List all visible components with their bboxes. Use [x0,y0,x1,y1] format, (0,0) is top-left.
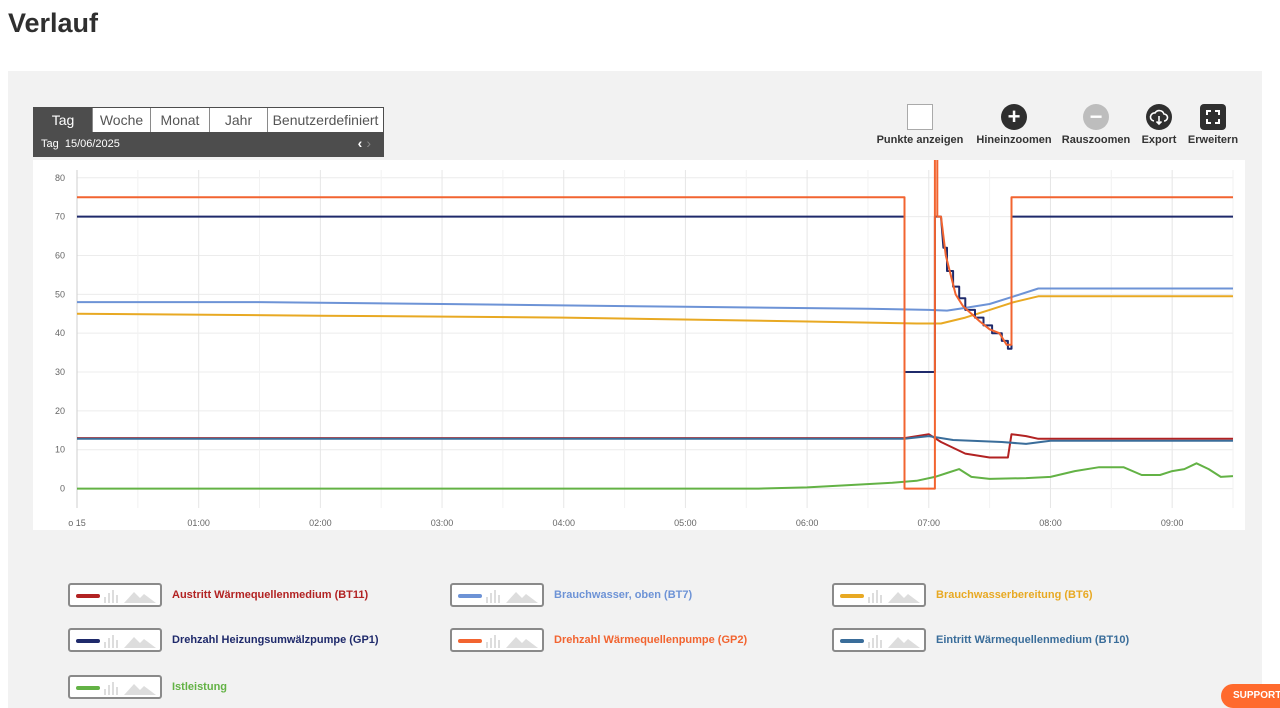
zoom-out-button[interactable]: − Rauszoomen [1060,104,1132,146]
x-tick-label: o 15 [68,518,86,528]
next-icon[interactable]: › [366,135,371,151]
legend-swatch [68,583,162,607]
chart-type-icon [868,635,920,648]
y-tick-label: 20 [55,406,65,416]
minus-icon: − [1083,104,1109,130]
cloud-download-icon [1146,104,1172,130]
series-line [77,295,1233,325]
legend-label: Brauchwasser, oben (BT7) [554,589,693,601]
x-tick-label: 04:00 [552,518,575,528]
range-nav: ‹ › [358,135,371,151]
legend-item-bt7[interactable]: Brauchwasser, oben (BT7) [450,582,692,608]
legend-label: Istleistung [172,681,228,693]
y-tick-label: 70 [55,212,65,222]
legend-label: Eintritt Wärmequellenmedium (BT10) [936,634,1130,646]
support-button[interactable]: SUPPORT [1221,684,1280,708]
chart-type-icon [104,682,156,695]
legend-label: Brauchwasserbereitung (BT6) [936,589,1093,601]
series-line [77,160,1233,490]
series-line [77,462,1233,490]
tab-custom[interactable]: Benutzerdefiniert [272,112,379,128]
expand-label: Erweitern [1187,134,1239,146]
legend-line [458,594,482,598]
range-date-label: Tag 15/06/2025 [41,138,120,150]
legend-line [76,639,100,643]
tab-week[interactable]: Woche [93,108,151,132]
x-tick-label: 07:00 [918,518,941,528]
y-tick-label: 50 [55,289,65,299]
prev-icon[interactable]: ‹ [357,135,363,151]
legend-swatch [450,628,544,652]
plus-icon: + [1001,104,1027,130]
chart-type-icon [486,635,538,648]
series-line [77,435,1233,445]
legend-line [840,639,864,643]
tab-month[interactable]: Monat [151,108,210,132]
legend-item-bt6[interactable]: Brauchwasserbereitung (BT6) [832,582,1092,608]
legend-line [76,594,100,598]
chart-type-icon [868,590,920,603]
show-points-label: Punkte anzeigen [876,134,964,146]
x-tick-label: 09:00 [1161,518,1184,528]
x-tick-label: 08:00 [1039,518,1062,528]
chart-type-icon [486,590,538,603]
legend-swatch [832,583,926,607]
legend-label: Drehzahl Wärmequellenpumpe (GP2) [554,634,748,646]
legend-item-gp1[interactable]: Drehzahl Heizungsumwälzpumpe (GP1) [68,627,379,653]
page-title: Verlauf [8,8,99,38]
y-tick-label: 60 [55,250,65,260]
legend-label: Austritt Wärmequellenmedium (BT11) [172,589,369,601]
y-tick-label: 10 [55,445,65,455]
x-tick-label: 06:00 [796,518,819,528]
expand-button[interactable]: Erweitern [1186,104,1240,146]
legend-item-gp2[interactable]: Drehzahl Wärmequellenpumpe (GP2) [450,627,747,653]
export-button[interactable]: Export [1138,104,1180,146]
legend-line [840,594,864,598]
export-label: Export [1141,134,1177,146]
legend-item-bt10[interactable]: Eintritt Wärmequellenmedium (BT10) [832,627,1129,653]
chart-type-icon [104,635,156,648]
zoom-out-label: Rauszoomen [1061,134,1131,146]
x-tick-label: 03:00 [431,518,454,528]
legend-swatch [68,675,162,699]
tab-year[interactable]: Jahr [210,108,268,132]
legend-swatch [832,628,926,652]
y-tick-label: 0 [60,484,65,494]
chart-type-icon [104,590,156,603]
range-tabs: Tag Woche Monat Jahr Benutzerdefiniert [34,108,383,132]
x-tick-label: 02:00 [309,518,332,528]
fullscreen-icon [1200,104,1226,130]
y-tick-label: 80 [55,173,65,183]
legend-line [458,639,482,643]
range-selector: Tag Woche Monat Jahr Benutzerdefiniert T… [33,107,384,157]
y-tick-label: 40 [55,328,65,338]
tab-day[interactable]: Tag [34,108,93,132]
series-line [77,433,1233,459]
legend-item-bt11[interactable]: Austritt Wärmequellenmedium (BT11) [68,582,368,608]
legend-swatch [68,628,162,652]
series-line [77,287,1233,312]
legend-label: Drehzahl Heizungsumwälzpumpe (GP1) [172,634,379,646]
show-points-toggle[interactable]: Punkte anzeigen [876,104,964,146]
plot-background [33,160,1245,530]
y-tick-label: 30 [55,367,65,377]
zoom-in-label: Hineinzoomen [976,134,1052,146]
x-tick-label: 01:00 [187,518,210,528]
x-tick-label: 05:00 [674,518,697,528]
zoom-in-button[interactable]: + Hineinzoomen [974,104,1054,146]
legend-line [76,686,100,690]
show-points-checkbox[interactable] [907,104,933,130]
legend-item-istleistung[interactable]: Istleistung [68,674,227,700]
legend-swatch [450,583,544,607]
history-line-chart[interactable]: 0 10 20 30 40 50 60 70 80 o 15 01:00 02:00 03:00 04:0… [33,160,1245,530]
